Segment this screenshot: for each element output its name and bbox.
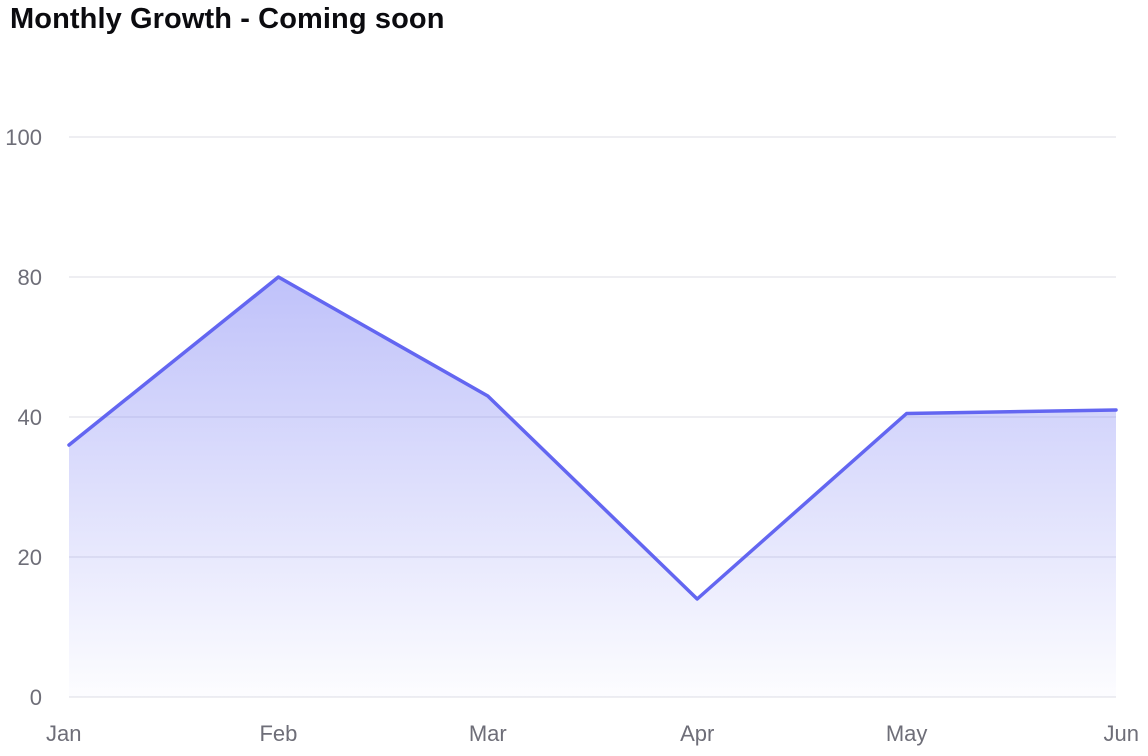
- y-tick-label: 40: [18, 405, 42, 430]
- x-tick-label: Jun: [1104, 721, 1139, 746]
- series-line: [67, 275, 1118, 601]
- x-tick-label: Jan: [46, 721, 81, 746]
- series-area: [69, 277, 1116, 697]
- y-tick-label: 100: [5, 125, 42, 150]
- x-axis-ticks: Jan Feb Mar Apr May Jun: [46, 721, 1139, 746]
- y-axis-ticks: 0 20 40 80 100: [5, 125, 42, 710]
- y-tick-label: 0: [30, 685, 42, 710]
- x-tick-label: Mar: [469, 721, 507, 746]
- y-tick-label: 20: [18, 545, 42, 570]
- chart-title: Monthly Growth - Coming soon: [10, 3, 445, 35]
- x-tick-label: Apr: [680, 721, 714, 746]
- x-tick-label: May: [886, 721, 928, 746]
- y-tick-label: 80: [18, 265, 42, 290]
- x-tick-label: Feb: [259, 721, 297, 746]
